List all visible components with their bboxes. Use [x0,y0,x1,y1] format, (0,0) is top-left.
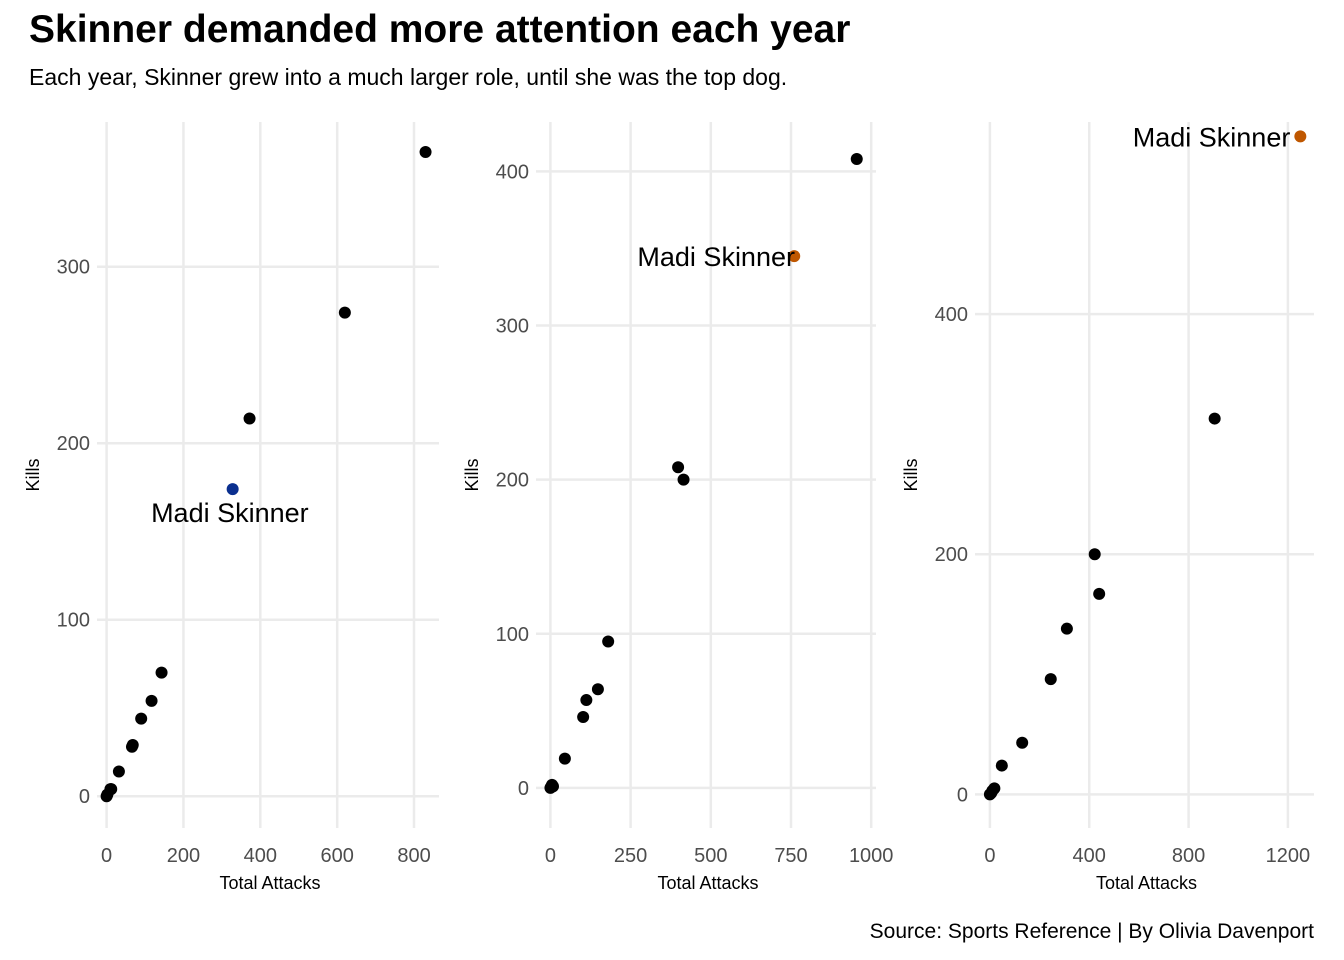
data-point [547,780,559,793]
data-point [672,461,685,474]
data-point [126,739,139,752]
data-point [338,306,351,319]
data-point [1088,548,1101,561]
x-tick-label: 750 [774,845,807,867]
data-point [1016,736,1029,749]
y-tick-label: 200 [935,544,968,566]
data-point [1093,587,1106,600]
data-point [850,152,863,165]
data-point [580,694,593,707]
data-point [558,752,571,765]
x-axis-label: Total Attacks [657,873,758,893]
point-annotation: Madi Skinner [637,242,795,272]
y-tick-label: 100 [496,624,529,646]
y-tick-label: 200 [57,433,90,455]
data-point [155,666,168,679]
data-point [677,473,690,486]
y-axis-label: Kills [462,458,482,491]
data-point [145,694,158,707]
data-point [602,635,615,648]
x-tick-label: 0 [984,845,995,867]
x-tick-label: 400 [1073,845,1106,867]
x-tick-label: 200 [167,845,200,867]
x-tick-label: 0 [101,845,112,867]
x-tick-label: 600 [320,845,353,867]
y-tick-label: 100 [57,610,90,632]
x-axis-label: Total Attacks [219,873,320,893]
data-point [577,711,590,724]
x-tick-label: 250 [614,845,647,867]
panel-3: 0 400 800 1200 0 200 400 Total Attacks Kills Madi… [901,122,1314,893]
data-point [105,783,118,796]
x-tick-label: 400 [244,845,277,867]
data-point [135,712,148,725]
y-tick-label: 300 [496,315,529,337]
y-tick-label: 0 [957,784,968,806]
x-tick-label: 500 [694,845,727,867]
highlight-point [226,483,239,496]
panel-2: 0 250 500 750 1000 0 100 200 300 400 Total Attacks… [462,122,893,893]
panel-1: 0 200 400 600 800 0 100 200 300 Total Attacks Kill… [23,122,439,893]
data-point [988,782,1001,795]
x-axis-label: Total Attacks [1096,873,1197,893]
point-annotation: Madi Skinner [151,498,309,528]
x-tick-label: 1200 [1266,845,1311,867]
data-point [243,412,256,425]
y-tick-label: 0 [518,778,529,800]
data-point [591,683,604,696]
data-point [419,146,432,159]
x-tick-label: 1000 [849,845,894,867]
chart-title: Skinner demanded more attention each yea… [29,8,851,51]
y-tick-label: 200 [496,470,529,492]
chart-subtitle: Each year, Skinner grew into a much larg… [29,64,788,90]
y-tick-label: 400 [496,161,529,183]
x-tick-label: 0 [545,845,556,867]
y-tick-label: 400 [935,304,968,326]
y-axis-label: Kills [901,458,921,491]
data-point [1060,622,1073,635]
source-caption: Source: Sports Reference | By Olivia Dav… [869,920,1314,943]
y-tick-label: 0 [79,786,90,808]
data-point [112,765,125,778]
point-annotation: Madi Skinner [1133,122,1291,152]
x-tick-label: 800 [1172,845,1205,867]
highlight-point [1294,130,1307,143]
data-point [1208,412,1221,425]
y-tick-label: 300 [57,257,90,279]
data-point [1044,673,1057,686]
highlight-point [788,250,801,263]
x-tick-label: 800 [397,845,430,867]
data-point [995,759,1008,772]
y-axis-label: Kills [23,458,43,491]
